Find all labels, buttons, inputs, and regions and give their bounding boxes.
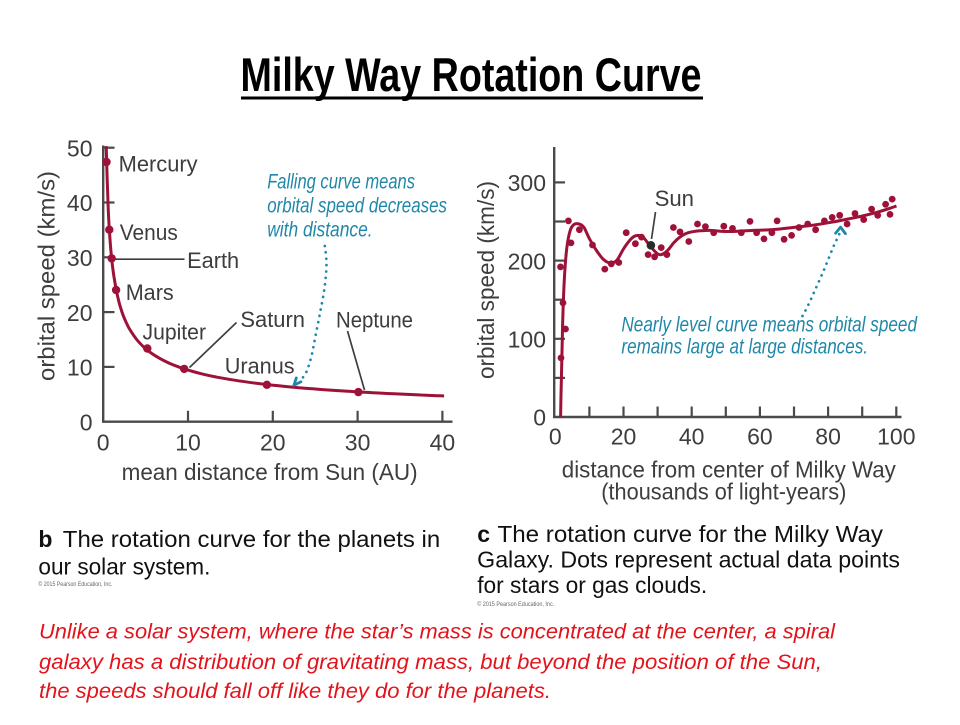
svg-text:Milky Way Rotation Curve: Milky Way Rotation Curve <box>241 48 702 101</box>
svg-text:The rotation curve for the pla: The rotation curve for the planets in <box>63 526 440 552</box>
svg-text:© 2015 Pearson Education, Inc.: © 2015 Pearson Education, Inc. <box>38 581 112 588</box>
svg-text:Falling curve means: Falling curve means <box>267 171 415 194</box>
svg-text:Earth: Earth <box>187 248 239 273</box>
svg-text:300: 300 <box>508 170 546 196</box>
svg-text:b: b <box>38 526 52 552</box>
svg-text:40: 40 <box>430 430 456 456</box>
svg-text:distance from center of Milky: distance from center of Milky Way <box>562 457 896 483</box>
svg-text:100: 100 <box>508 327 546 353</box>
svg-text:80: 80 <box>815 424 841 450</box>
svg-text:30: 30 <box>345 430 371 456</box>
svg-text:50: 50 <box>67 135 93 161</box>
svg-text:0: 0 <box>80 409 93 435</box>
svg-text:orbital speed (km/s): orbital speed (km/s) <box>34 171 60 381</box>
svg-text:Jupiter: Jupiter <box>143 319 207 344</box>
svg-text:Galaxy. Dots represent actual: Galaxy. Dots represent actual data point… <box>477 547 900 573</box>
svg-text:for stars or gas clouds.: for stars or gas clouds. <box>477 572 707 598</box>
svg-text:10: 10 <box>175 430 201 456</box>
svg-text:with distance.: with distance. <box>267 219 372 242</box>
svg-text:40: 40 <box>679 424 705 450</box>
svg-text:the speeds should fall off lik: the speeds should fall off like they do … <box>39 680 551 703</box>
svg-text:The rotation curve for the Mil: The rotation curve for the Milky Way <box>498 521 884 547</box>
svg-text:10: 10 <box>67 355 93 381</box>
svg-text:Mars: Mars <box>126 280 174 305</box>
svg-text:Mercury: Mercury <box>119 151 198 176</box>
svg-text:100: 100 <box>877 424 915 450</box>
svg-text:galaxy has a distribution of g: galaxy has a distribution of gravitating… <box>39 651 822 674</box>
svg-text:Nearly level curve means orbit: Nearly level curve means orbital speed <box>621 314 918 337</box>
svg-text:orbital speed (km/s): orbital speed (km/s) <box>473 181 499 379</box>
svg-text:200: 200 <box>508 248 546 274</box>
svg-text:remains large at large distanc: remains large at large distances. <box>621 336 868 359</box>
svg-text:(thousands of light-years): (thousands of light-years) <box>601 479 846 505</box>
svg-text:Saturn: Saturn <box>240 307 305 332</box>
svg-text:0: 0 <box>549 424 562 450</box>
svg-text:© 2015 Pearson Education, Inc.: © 2015 Pearson Education, Inc. <box>477 601 554 608</box>
svg-text:Sun: Sun <box>655 186 694 211</box>
svg-text:Venus: Venus <box>120 220 178 245</box>
svg-text:0: 0 <box>533 405 546 431</box>
svg-text:Neptune: Neptune <box>336 307 413 332</box>
svg-text:20: 20 <box>67 300 93 326</box>
svg-text:60: 60 <box>747 424 773 450</box>
svg-text:40: 40 <box>67 190 93 216</box>
svg-text:20: 20 <box>611 424 637 450</box>
svg-text:mean distance from Sun (AU): mean distance from Sun (AU) <box>122 459 418 485</box>
svg-text:c: c <box>477 521 490 547</box>
svg-text:orbital speed decreases: orbital speed decreases <box>267 195 447 218</box>
svg-text:Unlike a solar system, where t: Unlike a solar system, where the star’s … <box>39 621 836 644</box>
svg-text:Uranus: Uranus <box>225 354 295 379</box>
svg-text:0: 0 <box>97 430 110 456</box>
svg-text:our solar system.: our solar system. <box>38 553 210 579</box>
svg-text:20: 20 <box>260 430 286 456</box>
svg-text:30: 30 <box>67 245 93 271</box>
